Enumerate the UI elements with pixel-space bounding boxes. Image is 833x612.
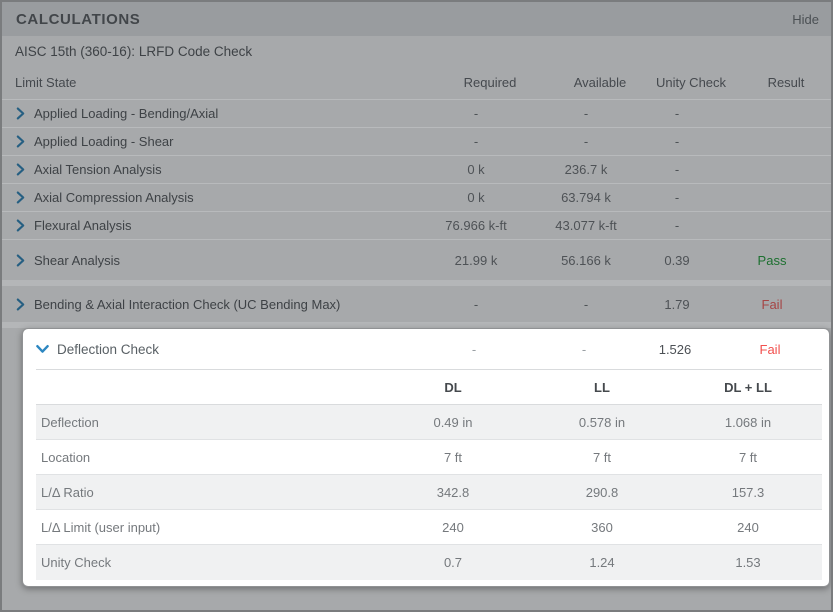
result-fail-badge: Fail bbox=[759, 341, 781, 357]
result-pass-badge: Pass bbox=[757, 252, 787, 268]
chevron-right-icon bbox=[16, 219, 25, 232]
limit-state-label: Axial Tension Analysis bbox=[34, 162, 162, 177]
dl-ll-value: 157.3 bbox=[731, 484, 765, 500]
panel-header: CALCULATIONS Hide bbox=[2, 2, 831, 36]
subtable-header-dl: DL bbox=[444, 379, 462, 395]
unity-check-value: 1.526 bbox=[658, 341, 692, 357]
unity-check-value: 0.39 bbox=[664, 252, 690, 268]
result-fail-badge: Fail bbox=[761, 296, 783, 312]
limit-state-label: Shear Analysis bbox=[34, 252, 120, 268]
limit-state-label: Applied Loading - Bending/Axial bbox=[34, 106, 219, 121]
limit-state-label: Deflection Check bbox=[57, 341, 160, 357]
unity-check-value: - bbox=[674, 190, 680, 205]
column-header-result: Result bbox=[767, 75, 805, 90]
unity-check-value: - bbox=[674, 134, 680, 149]
required-value: - bbox=[473, 296, 479, 312]
dl-value: 7 ft bbox=[443, 449, 463, 465]
unity-check-value: 1.79 bbox=[664, 296, 690, 312]
deflection-check-panel: Deflection Check - - 1.526 Fail DL LL DL… bbox=[22, 328, 830, 587]
available-value: 43.077 k-ft bbox=[555, 218, 617, 233]
required-value: 0 k bbox=[467, 190, 485, 205]
available-value: - bbox=[583, 296, 589, 312]
available-value: 63.794 k bbox=[561, 190, 611, 205]
column-header-required: Required bbox=[463, 75, 517, 90]
subtable-row-label: Deflection bbox=[41, 414, 99, 430]
subtable-header-ll: LL bbox=[594, 379, 610, 395]
available-value: 56.166 k bbox=[561, 252, 611, 268]
chevron-down-icon bbox=[36, 344, 49, 354]
unity-check-value: - bbox=[674, 106, 680, 121]
limit-state-label: Applied Loading - Shear bbox=[34, 134, 174, 149]
hide-button[interactable]: Hide bbox=[792, 11, 819, 27]
ll-value: 7 ft bbox=[592, 449, 612, 465]
required-value: - bbox=[473, 134, 479, 149]
subtable-row-l-delta-limit: L/Δ Limit (user input) 240 360 240 bbox=[36, 510, 822, 545]
chevron-right-icon bbox=[16, 135, 25, 148]
subtable-header-dl-ll: DL + LL bbox=[724, 379, 772, 395]
subtable-row-label: L/Δ Ratio bbox=[41, 484, 94, 500]
ll-value: 1.24 bbox=[589, 555, 615, 570]
dl-ll-value: 7 ft bbox=[738, 449, 758, 465]
chevron-right-icon bbox=[16, 163, 25, 176]
required-value: 21.99 k bbox=[454, 252, 498, 268]
available-value: - bbox=[581, 341, 587, 357]
row-deflection-check[interactable]: Deflection Check - - 1.526 Fail bbox=[23, 329, 829, 369]
subtable-row-location: Location 7 ft 7 ft 7 ft bbox=[36, 440, 822, 475]
subtable-row-unity-check: Unity Check 0.7 1.24 1.53 bbox=[36, 545, 822, 580]
table-header-row: Limit State Required Available Unity Che… bbox=[2, 66, 831, 100]
available-value: - bbox=[583, 106, 589, 121]
limit-state-label: Bending & Axial Interaction Check (UC Be… bbox=[34, 296, 341, 312]
panel-title: CALCULATIONS bbox=[16, 10, 141, 28]
dl-value: 240 bbox=[442, 519, 464, 535]
row-applied-loading-bending-axial[interactable]: Applied Loading - Bending/Axial - - - bbox=[2, 100, 831, 128]
row-shear-analysis[interactable]: Shear Analysis 21.99 k 56.166 k 0.39 Pas… bbox=[2, 240, 831, 280]
dl-ll-value: 240 bbox=[737, 519, 759, 535]
available-value: 236.7 k bbox=[564, 162, 608, 177]
row-applied-loading-shear[interactable]: Applied Loading - Shear - - - bbox=[2, 128, 831, 156]
required-value: 76.966 k-ft bbox=[445, 218, 507, 233]
column-header-limit-state: Limit State bbox=[15, 75, 77, 90]
dl-value: 342.8 bbox=[436, 484, 470, 500]
column-header-available: Available bbox=[573, 75, 627, 90]
row-axial-compression-analysis[interactable]: Axial Compression Analysis 0 k 63.794 k … bbox=[2, 184, 831, 212]
limit-state-label: Axial Compression Analysis bbox=[34, 190, 194, 205]
subtable-row-label: Unity Check bbox=[41, 555, 112, 570]
required-value: 0 k bbox=[467, 162, 485, 177]
row-axial-tension-analysis[interactable]: Axial Tension Analysis 0 k 236.7 k - bbox=[2, 156, 831, 184]
required-value: - bbox=[471, 341, 477, 357]
code-check-title: AISC 15th (360-16): LRFD Code Check bbox=[15, 44, 253, 59]
subtable-header-row: DL LL DL + LL bbox=[36, 369, 822, 405]
row-bending-axial-interaction-check[interactable]: Bending & Axial Interaction Check (UC Be… bbox=[2, 286, 831, 322]
unity-check-value: - bbox=[674, 162, 680, 177]
subtable-row-l-delta-ratio: L/Δ Ratio 342.8 290.8 157.3 bbox=[36, 475, 822, 510]
subtable-row-label: L/Δ Limit (user input) bbox=[41, 519, 161, 535]
chevron-right-icon bbox=[16, 297, 25, 311]
required-value: - bbox=[473, 106, 479, 121]
chevron-right-icon bbox=[16, 107, 25, 120]
dl-value: 0.49 in bbox=[433, 414, 473, 430]
limit-state-label: Flexural Analysis bbox=[34, 218, 132, 233]
ll-value: 290.8 bbox=[585, 484, 619, 500]
row-divider bbox=[2, 280, 831, 286]
chevron-right-icon bbox=[16, 253, 25, 267]
ll-value: 360 bbox=[591, 519, 613, 535]
subtable-row-label: Location bbox=[41, 449, 91, 465]
ll-value: 0.578 in bbox=[578, 414, 626, 430]
unity-check-value: - bbox=[674, 218, 680, 233]
dl-value: 0.7 bbox=[443, 555, 463, 570]
dl-ll-value: 1.068 in bbox=[724, 414, 772, 430]
deflection-subtable: DL LL DL + LL Deflection 0.49 in 0.578 i… bbox=[36, 369, 822, 580]
available-value: - bbox=[583, 134, 589, 149]
row-divider bbox=[2, 322, 831, 328]
subtable-row-deflection: Deflection 0.49 in 0.578 in 1.068 in bbox=[36, 405, 822, 440]
column-header-unity-check: Unity Check bbox=[655, 75, 727, 90]
row-flexural-analysis[interactable]: Flexural Analysis 76.966 k-ft 43.077 k-f… bbox=[2, 212, 831, 240]
chevron-right-icon bbox=[16, 191, 25, 204]
dl-ll-value: 1.53 bbox=[735, 555, 761, 570]
